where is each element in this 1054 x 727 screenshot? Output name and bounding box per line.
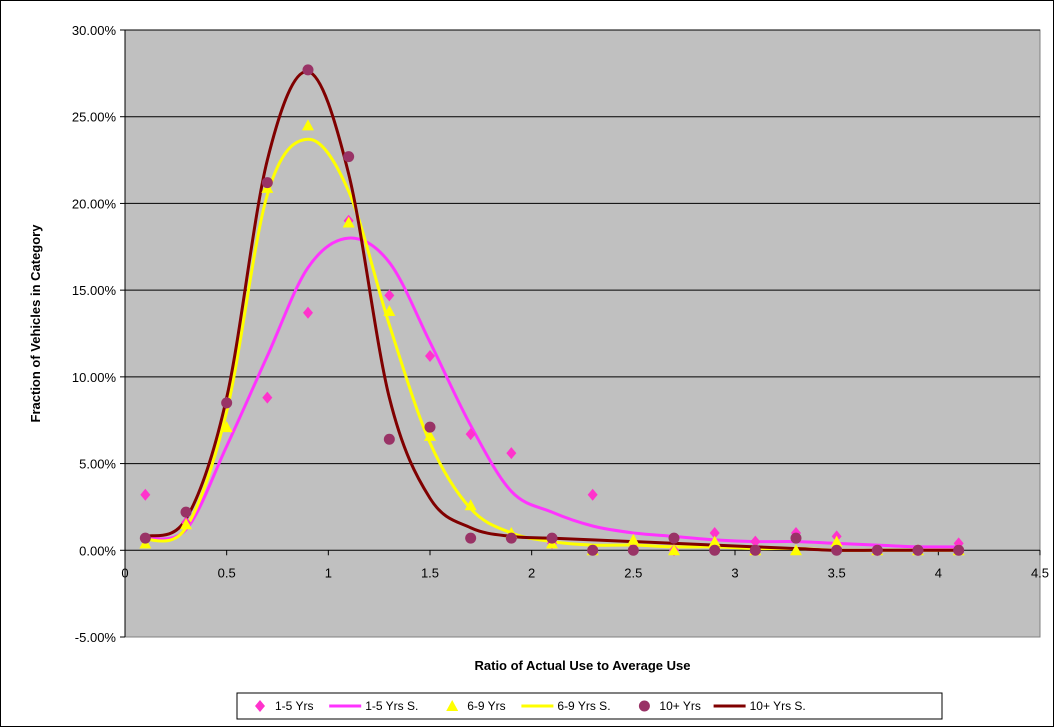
- data-point-s4-3: [261, 177, 273, 189]
- y-axis-title: Fraction of Vehicles in Category: [28, 224, 43, 423]
- data-point-s2-6: [383, 304, 396, 316]
- data-point-s2-13: [668, 544, 680, 556]
- y-tick-label: 25.00%: [72, 110, 117, 125]
- legend-label-3: 6-9 Yrs S.: [557, 699, 610, 713]
- data-point-s4-0: [139, 532, 151, 544]
- data-point-s4-18: [871, 544, 883, 556]
- data-point-s2-7: [424, 429, 436, 441]
- data-point-s0-14: [709, 526, 720, 539]
- data-point-s0-6: [384, 289, 395, 302]
- x-tick-label: 4.5: [1031, 565, 1049, 580]
- data-point-s4-16: [790, 532, 802, 544]
- x-axis-title: Ratio of Actual Use to Average Use: [475, 658, 691, 673]
- y-tick-label: 0.00%: [79, 543, 116, 558]
- data-point-s4-10: [546, 532, 558, 544]
- legend-label-0: 1-5 Yrs: [275, 699, 313, 713]
- legend-label-4: 10+ Yrs: [659, 699, 700, 713]
- data-point-s2-5: [342, 216, 355, 228]
- data-point-s4-13: [668, 532, 680, 544]
- x-tick-label: 0: [121, 565, 128, 580]
- x-tick-label: 2: [528, 565, 535, 580]
- x-tick-label: 1: [325, 565, 332, 580]
- x-tick-label: 4: [935, 565, 942, 580]
- data-point-s2-16: [790, 544, 802, 556]
- x-tick-label: 1.5: [421, 565, 439, 580]
- data-point-s2-12: [627, 533, 640, 545]
- legend-label-1: 1-5 Yrs S.: [365, 699, 418, 713]
- data-point-s4-5: [343, 151, 355, 163]
- data-point-s4-4: [302, 64, 314, 76]
- data-point-s4-8: [465, 532, 477, 544]
- data-point-s0-7: [425, 350, 435, 363]
- legend-label-2: 6-9 Yrs: [467, 699, 505, 713]
- y-tick-labels: -5.00% 0.00% 5.00% 10.00% 15.00% 20.00% 25.00%…: [72, 23, 117, 645]
- data-point-s4-12: [627, 544, 639, 556]
- data-point-s4-1: [180, 506, 192, 518]
- data-point-s4-7: [424, 421, 436, 433]
- data-point-s0-9: [506, 447, 517, 460]
- data-point-s2-8: [464, 499, 477, 511]
- x-tick-label: 3: [731, 565, 738, 580]
- data-point-s0-3: [262, 391, 273, 404]
- y-tick-label: 10.00%: [72, 370, 117, 385]
- data-point-s2-1: [180, 518, 192, 530]
- data-point-s2-14: [708, 535, 721, 547]
- y-tick-label: 30.00%: [72, 23, 117, 38]
- data-point-s4-2: [221, 397, 233, 409]
- series-line-5: [144, 70, 959, 552]
- data-point-s0-4: [303, 306, 313, 319]
- y-tick-label: 15.00%: [72, 283, 117, 298]
- y-tick-label: 20.00%: [72, 196, 117, 211]
- y-tick-label: -5.00%: [75, 630, 117, 645]
- data-point-s4-9: [505, 532, 517, 544]
- data-point-s2-2: [220, 421, 233, 433]
- data-point-s4-15: [749, 544, 761, 556]
- legend: 1-5 Yrs 1-5 Yrs S. 6-9 Yrs 6-9 Yrs S. 10+ Yr…: [236, 692, 943, 720]
- data-point-s0-0: [140, 488, 151, 501]
- data-point-s4-11: [587, 544, 599, 556]
- data-point-s4-17: [831, 544, 843, 556]
- data-point-s4-20: [953, 544, 965, 556]
- series-points: [139, 64, 965, 557]
- data-point-s4-14: [709, 544, 721, 556]
- data-point-s0-8: [465, 428, 476, 441]
- grid-lines: [125, 29, 1040, 465]
- x-tick-label: 3.5: [828, 565, 846, 580]
- data-point-s4-19: [912, 544, 924, 556]
- data-point-s2-17: [830, 535, 843, 547]
- x-tick-label: 0.5: [218, 565, 236, 580]
- y-tick-label: 5.00%: [79, 457, 116, 472]
- legend-label-5: 10+ Yrs S.: [750, 699, 806, 713]
- data-point-s0-15: [750, 535, 761, 548]
- x-tick-labels: 0 0.5 1 1.5 2 2.5 3 3.5 4 4.5: [121, 565, 1049, 580]
- data-point-s0-11: [587, 488, 598, 501]
- data-point-s4-6: [383, 433, 395, 445]
- legend-marker-4: [638, 700, 650, 712]
- legend-marker-0: [255, 700, 265, 712]
- series-line-1: [145, 236, 959, 549]
- x-tick-label: 2.5: [624, 565, 642, 580]
- legend-marker-2: [446, 700, 459, 711]
- data-point-s2-4: [302, 119, 314, 131]
